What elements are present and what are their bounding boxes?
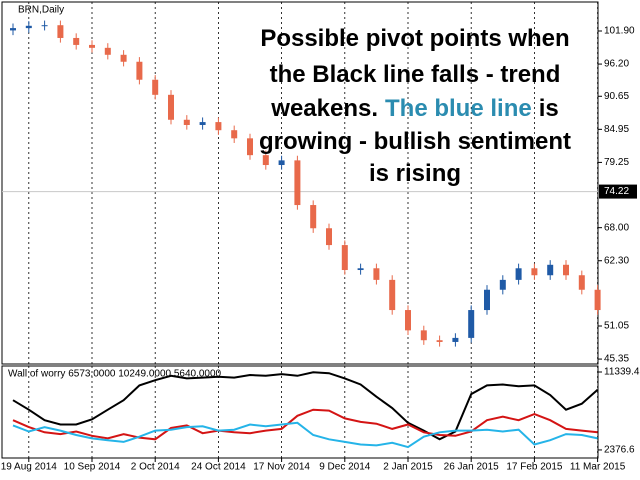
candle-body [10,28,16,31]
x-tick-label: 10 Sep 2014 [64,462,121,473]
candle-body [278,160,285,166]
y-tick-label: 79.25 [604,157,629,168]
candle-body [152,79,159,95]
candle-body [120,54,127,62]
candle-body [41,25,48,27]
candle-body [499,279,506,290]
candle-body [326,228,332,246]
candle-body [294,160,301,206]
candle-body [341,245,348,271]
candle-body [373,268,380,280]
annotation-part: is rising [369,160,461,187]
candle-body [484,289,490,311]
y-tick-label: 2376.6 [604,445,635,456]
candle-body [183,119,190,125]
candle-body [389,279,396,311]
candle-body [452,337,459,342]
indicator-panel [1,365,599,459]
main-panel [1,1,599,365]
annotation: growing - bullish sentiment [259,128,571,155]
candle-body [104,47,111,55]
candle-body [199,122,206,125]
candle-body [436,340,443,342]
candle-body [73,37,80,45]
annotation: is rising [369,160,461,187]
candle-body [310,205,317,229]
y-tick-label: 68.00 [604,222,629,233]
price-label: 74.22 [604,186,629,197]
candle-body [168,94,174,120]
candle-body [262,155,269,166]
candle-body [25,25,32,29]
candle-body [515,268,522,280]
annotation-part: weakens. [270,95,378,122]
indicator-line [12,408,598,441]
candle-body [136,61,143,80]
annotation-part: The blue line [385,95,532,122]
x-tick-label: 19 Aug 2014 [1,462,58,473]
candle-body [357,268,364,271]
annotation: Possible pivot points when [260,25,569,52]
annotation-part: Possible pivot points when [260,25,569,52]
candle-body [563,264,569,276]
annotation: the Black line falls - trend [270,61,561,88]
y-tick-label: 101.90 [604,26,635,37]
annotation-part: growing - bullish sentiment [259,128,571,155]
x-tick-label: 2 Jan 2015 [383,462,433,473]
candle-body [420,330,427,341]
candle-body [578,275,585,290]
candle-body [594,289,601,311]
y-tick-label: 62.30 [604,255,629,266]
y-tick-label: 11339.4 [604,367,640,378]
candle-body [215,122,222,131]
y-tick-label: 96.20 [604,59,629,70]
candle-body [547,264,554,276]
x-tick-label: 9 Dec 2014 [319,462,371,473]
candle-body [405,310,411,331]
annotation: weakens. The blue line is [270,95,558,122]
symbol-label: BRN,Daily [18,5,64,16]
candle-body [89,44,95,48]
x-tick-label: 26 Jan 2015 [444,462,499,473]
y-tick-label: 45.35 [604,354,629,365]
y-tick-label: 51.05 [604,321,629,332]
x-tick-label: 2 Oct 2014 [131,462,180,473]
indicator-line [12,421,598,449]
candle-body [247,138,253,156]
indicator-label: Wall of worry 6573.0000 10249.0000 5640.… [8,369,222,380]
x-tick-label: 24 Oct 2014 [191,462,246,473]
indicator-line [12,371,599,441]
x-tick-label: 17 Nov 2014 [253,462,310,473]
annotation-part: is [539,95,559,122]
candle-body [57,25,64,38]
candle-body [468,310,475,338]
x-tick-label: 17 Feb 2015 [506,462,563,473]
candle-body [231,130,238,139]
y-tick-label: 84.95 [604,124,629,135]
price-box [599,184,637,199]
x-tick-label: 11 Mar 2015 [570,462,626,473]
y-tick-label: 90.65 [604,91,629,102]
candle-body [531,268,538,276]
annotation-part: the Black line falls - trend [270,61,561,88]
